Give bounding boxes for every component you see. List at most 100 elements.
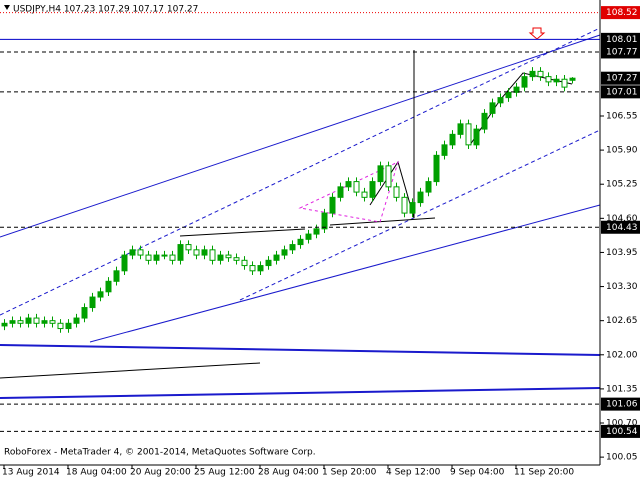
candle-body — [73, 317, 80, 324]
alert-label: 108.52 — [606, 8, 638, 18]
candle-body — [537, 70, 544, 78]
candle-body — [65, 322, 72, 330]
y-tick-label: 104.60 — [606, 214, 638, 224]
candle-body — [513, 86, 520, 93]
candle-body — [233, 257, 240, 261]
y-tick-label: 100.70 — [606, 419, 638, 429]
y-tick-label: 102.00 — [606, 350, 638, 360]
trend-line — [0, 344, 601, 356]
level-label-box — [601, 85, 640, 99]
candle-body — [129, 249, 136, 256]
channel-line — [0, 34, 601, 238]
candle-body — [153, 254, 160, 261]
x-tick-label: 1 Sep 20:00 — [322, 468, 377, 478]
candle-body — [465, 123, 472, 146]
candle-body — [393, 186, 400, 198]
candle-body — [1, 322, 8, 327]
level-label-box — [601, 424, 640, 438]
candle-body — [401, 196, 408, 214]
candle-body — [409, 202, 416, 214]
symbol-triangle — [4, 5, 10, 10]
candle-body — [209, 249, 216, 261]
candle-body — [449, 133, 456, 146]
candle-body — [105, 280, 112, 293]
candle-body — [273, 254, 280, 261]
x-tick-label: 28 Aug 04:00 — [258, 468, 319, 478]
x-tick-label: 20 Aug 20:00 — [130, 468, 191, 478]
level-label-box — [601, 397, 640, 411]
candle-body — [97, 291, 104, 298]
candle-body — [473, 128, 480, 146]
candle-body — [225, 254, 232, 259]
trend-line — [329, 217, 436, 226]
y-tick-label: 101.35 — [606, 384, 638, 394]
candle-body — [441, 144, 448, 156]
level-label-box — [601, 45, 640, 59]
candle-body — [489, 102, 496, 114]
candle-body — [113, 270, 120, 282]
trend-line — [0, 362, 261, 379]
candle-body — [49, 320, 56, 324]
candle-body — [545, 76, 552, 83]
candle-body — [145, 254, 152, 261]
candle-body — [313, 228, 320, 235]
candle-body — [9, 320, 16, 324]
candle-body — [361, 191, 368, 198]
level-label: 107.01 — [606, 87, 638, 97]
alert-arrow — [528, 27, 546, 40]
candle-body — [89, 296, 96, 309]
candle-body — [297, 238, 304, 246]
candle-body — [305, 233, 312, 240]
candle-body — [377, 165, 384, 183]
candle-body — [529, 70, 536, 78]
candle-body — [385, 165, 392, 188]
footer: RoboForex - MetaTrader 4, © 2001-2014, M… — [4, 448, 316, 458]
level-label-box — [601, 220, 640, 234]
level-label: 108.01 — [606, 35, 638, 45]
candle-body — [17, 320, 24, 324]
candle-body — [497, 97, 504, 104]
channel-line — [239, 129, 601, 301]
candle-body — [177, 244, 184, 261]
y-tick-label: 102.65 — [606, 316, 638, 326]
candle-body — [353, 181, 360, 193]
candle-body — [241, 259, 248, 267]
candle-body — [553, 78, 560, 83]
candle-body — [169, 254, 176, 261]
price-label-box — [601, 71, 640, 85]
candle-body — [345, 181, 352, 188]
y-tick-label: 105.90 — [606, 146, 638, 156]
x-tick-label: 13 Aug 2014 — [2, 468, 60, 478]
x-tick-label: 4 Sep 12:00 — [386, 468, 441, 478]
candle-body — [249, 265, 256, 272]
y-tick-label: 103.95 — [606, 248, 638, 258]
x-tick-label: 9 Sep 04:00 — [450, 468, 505, 478]
candle-body — [417, 191, 424, 204]
candle-body — [193, 249, 200, 256]
alert-label-box — [601, 6, 640, 20]
candle-body — [569, 77, 576, 81]
x-tick-label: 11 Sep 20:00 — [514, 468, 574, 478]
candle-body — [137, 249, 144, 256]
candle-body — [33, 317, 40, 324]
candle-body — [41, 320, 48, 324]
candle-body — [521, 76, 528, 88]
x-tick-label: 18 Aug 04:00 — [66, 468, 127, 478]
candle-body — [457, 123, 464, 135]
level-label-box — [601, 32, 640, 46]
trend-line — [179, 228, 306, 237]
candle-body — [481, 112, 488, 130]
candle-body — [25, 317, 32, 324]
candle-body — [217, 254, 224, 261]
candle-body — [337, 186, 344, 198]
candle-body — [81, 307, 88, 319]
candle-body — [561, 78, 568, 88]
candle-body — [265, 259, 272, 267]
level-label: 101.06 — [606, 400, 638, 410]
candle-body — [329, 196, 336, 214]
y-tick-label: 100.05 — [606, 453, 638, 463]
candle-body — [425, 181, 432, 193]
candle-body — [505, 91, 512, 99]
